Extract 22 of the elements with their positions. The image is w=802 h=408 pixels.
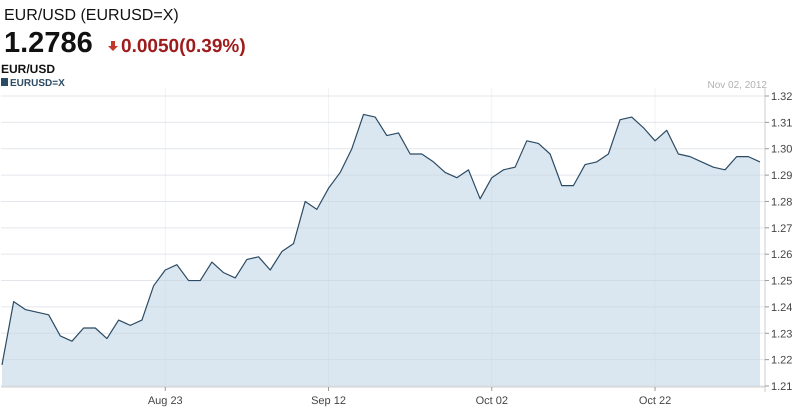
y-tick-label: 1.32 — [771, 91, 792, 103]
y-tick-label: 1.31 — [771, 117, 792, 130]
y-tick-label: 1.27 — [771, 222, 792, 235]
y-tick-label: 1.24 — [771, 302, 792, 314]
x-tick-label: Aug 23 — [148, 395, 183, 407]
text: 1.2786 — [4, 27, 93, 59]
y-tick-label: 1.23 — [771, 328, 792, 340]
y-tick-label: 1.28 — [771, 196, 792, 208]
y-tick-label: 1.30 — [771, 144, 792, 156]
chart-title: EUR/USD (EURUSD=X) — [4, 7, 179, 24]
y-tick-label: 1.21 — [771, 381, 792, 393]
x-tick-label: Sep 12 — [311, 395, 346, 407]
y-tick-label: 1.26 — [771, 249, 792, 262]
text: Nov 02, 2012 — [708, 80, 768, 91]
x-tick-label: Oct 02 — [476, 395, 508, 407]
y-tick-label: 1.29 — [771, 170, 792, 182]
x-tick-label: Oct 22 — [638, 395, 672, 407]
legend-label: EURUSD=X — [10, 78, 66, 89]
y-tick-label: 1.22 — [771, 354, 792, 367]
chart-subtitle: EUR/USD — [1, 62, 56, 76]
y-tick-label: 1.25 — [771, 276, 792, 288]
text: 0.0050(0.39%) — [121, 36, 246, 57]
